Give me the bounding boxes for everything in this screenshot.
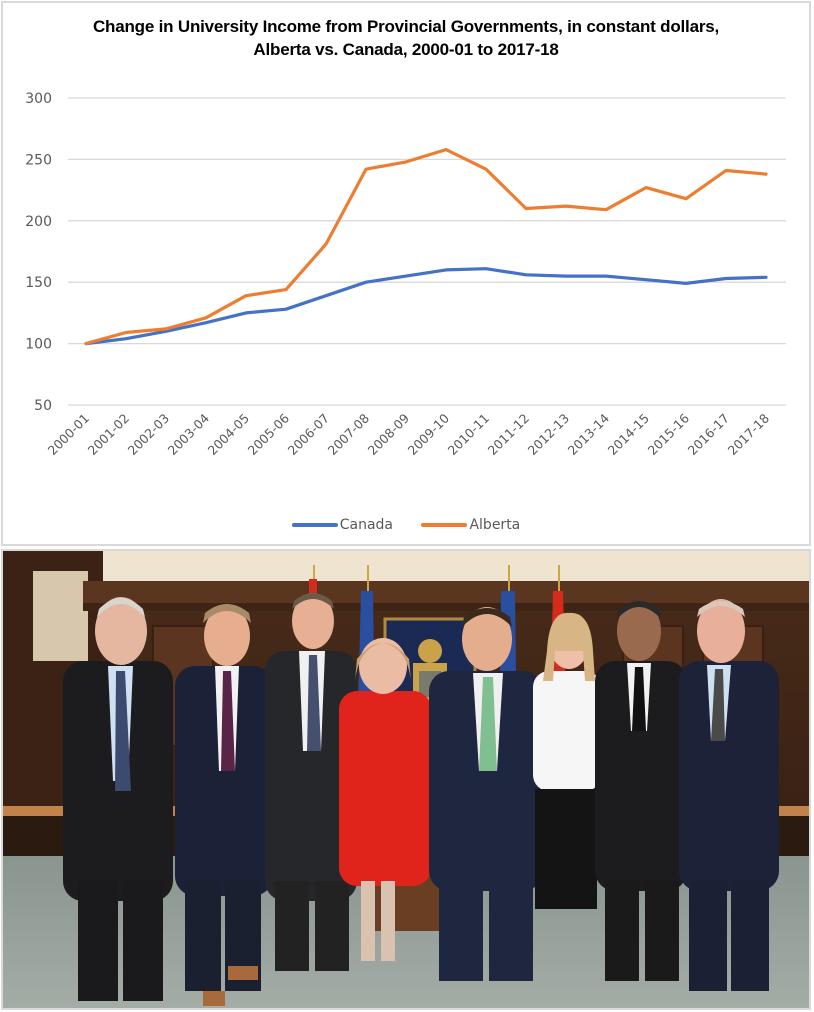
x-tick-label: 2003-04: [165, 410, 213, 458]
x-tick-label: 2006-07: [285, 411, 333, 459]
x-tick-label: 2016-17: [685, 411, 733, 459]
chart-title: Change in University Income from Provinc…: [3, 15, 809, 61]
x-tick-label: 2002-03: [125, 411, 173, 459]
y-tick-label: 100: [25, 337, 52, 353]
x-tick-label: 2009-10: [405, 410, 453, 458]
legend-label-alberta: Alberta: [469, 517, 521, 533]
person-2: [175, 604, 273, 1006]
chart-title-line-1: Change in University Income from Provinc…: [92, 17, 720, 36]
x-tick-label: 2012-13: [525, 411, 573, 459]
y-tick-label: 50: [34, 398, 52, 414]
upper-wall: [103, 551, 809, 581]
x-tick-label: 2005-06: [245, 410, 293, 458]
person-3: [265, 593, 357, 971]
y-tick-label: 250: [25, 152, 52, 168]
x-tick-label: 2000-01: [45, 411, 93, 459]
x-tick-label: 2015-16: [645, 410, 693, 458]
x-tick-label: 2011-12: [485, 411, 533, 459]
person-4: [339, 638, 431, 961]
chart-panel: Change in University Income from Provinc…: [1, 1, 811, 546]
x-tick-label: 2013-14: [565, 410, 613, 458]
y-tick-label: 300: [25, 91, 52, 107]
legend-swatch-alberta: [421, 523, 468, 527]
legend-item-alberta: Alberta: [421, 517, 520, 533]
person-7: [595, 601, 687, 981]
y-tick-label: 200: [25, 214, 52, 230]
series-line-alberta: [84, 148, 768, 346]
chart-legend: Canada Alberta: [3, 515, 809, 533]
person-8: [679, 599, 779, 991]
x-tick-label: 2008-09: [365, 410, 413, 458]
x-tick-label: 2007-08: [325, 410, 373, 458]
chart-title-line-2: Alberta vs. Canada, 2000-01 to 2017-18: [253, 40, 559, 59]
legend-swatch-canada: [291, 523, 338, 527]
legend-label-canada: Canada: [339, 517, 394, 533]
person-1: [63, 597, 173, 1001]
x-tick-label: 2017-18: [725, 410, 773, 458]
person-5: [429, 607, 543, 981]
legend-item-canada: Canada: [291, 517, 394, 533]
group-photo-illustration: [3, 551, 809, 1008]
x-tick-label: 2004-05: [205, 411, 253, 459]
person-6: [533, 612, 601, 909]
group-photo: [1, 549, 811, 1010]
y-tick-label: 150: [25, 275, 52, 291]
series-line-canada: [84, 267, 768, 346]
x-tick-label: 2014-15: [605, 411, 653, 459]
line-chart: 501001502002503002000-012001-022002-0320…: [25, 91, 786, 459]
x-tick-label: 2010-11: [445, 411, 493, 459]
x-tick-label: 2001-02: [85, 411, 133, 459]
